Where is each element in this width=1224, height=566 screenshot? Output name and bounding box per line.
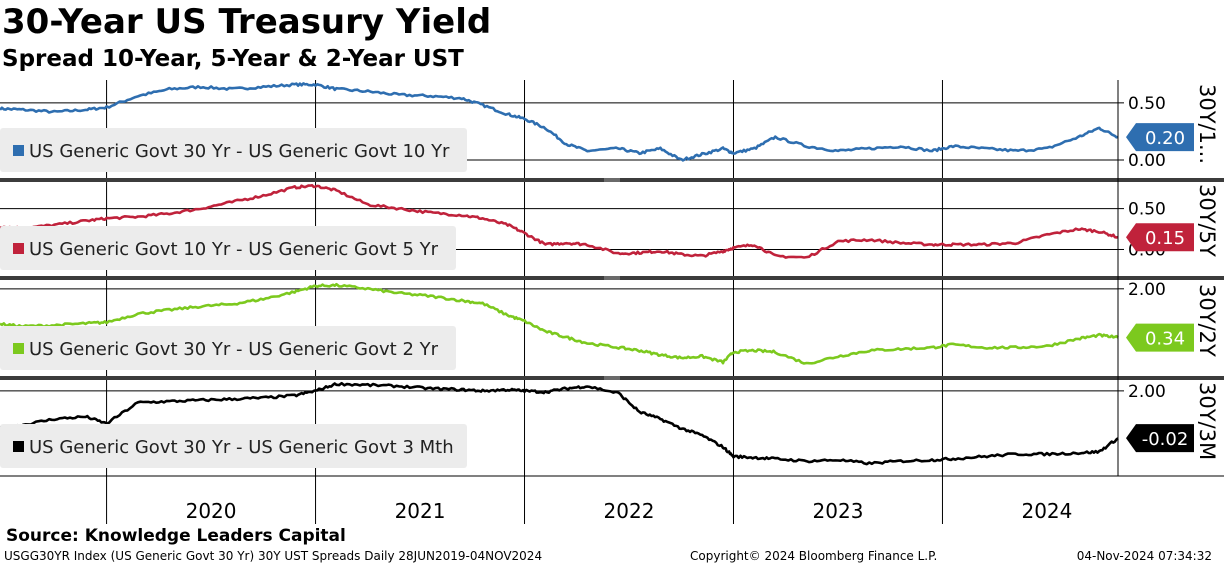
panel-separator-2 [0,376,1224,380]
last-value-label-3: -0.02 [1142,429,1189,450]
copyright: Copyright© 2024 Bloomberg Finance L.P. [690,549,938,563]
series-line-0 [0,82,1119,162]
series-line-2 [0,282,1119,365]
panel-separator-0 [0,178,1224,182]
axis-title-3: 30Y/3M [1195,382,1219,460]
legend-box-1 [0,226,456,270]
legend-swatch-3 [13,441,24,452]
axis-title-2: 30Y/2Y [1195,284,1219,357]
axis-title-0: 30Y/1... [1195,84,1219,164]
y-tick-label-0-0: 0.50 [1128,94,1166,114]
last-value-label-2: 0.34 [1145,329,1185,350]
last-value-tag-3 [1126,424,1194,453]
source-note: Source: Knowledge Leaders Capital [6,526,346,546]
x-tick-label-1: 2020 [186,499,237,523]
chart-title: 30-Year US Treasury Yield [2,2,492,42]
legend-label-2: US Generic Govt 30 Yr - US Generic Govt … [29,339,439,360]
last-value-tag-2 [1126,323,1194,352]
y-tick-label-2-0: 2.00 [1128,280,1166,300]
x-tick-label-5: 2024 [1021,499,1072,523]
legend-label-1: US Generic Govt 10 Yr - US Generic Govt … [29,239,439,260]
x-tick-label-4: 2023 [813,499,864,523]
legend-swatch-1 [13,243,24,254]
legend-label-0: US Generic Govt 30 Yr - US Generic Govt … [29,141,450,162]
legend-box-0 [0,128,467,172]
legend-swatch-0 [13,145,24,156]
ticker-info: USGG30YR Index (US Generic Govt 30 Yr) 3… [4,549,543,563]
legend-box-2 [0,326,456,370]
series-line-1 [0,184,1119,259]
last-value-tag-1 [1126,223,1194,252]
y-tick-label-1-0: 0.50 [1128,200,1166,220]
panel-separator-1 [0,276,1224,280]
last-value-label-1: 0.15 [1145,228,1185,249]
last-value-label-0: 0.20 [1145,128,1185,149]
x-tick-label-3: 2022 [604,499,655,523]
y-tick-label-0-1: 0.00 [1128,151,1166,171]
x-tick-label-2: 2021 [395,499,446,523]
last-value-tag-0 [1126,123,1194,152]
y-tick-label-3-0: 2.00 [1128,382,1166,402]
legend-box-3 [0,424,467,468]
chart-subtitle: Spread 10-Year, 5-Year & 2-Year UST [2,46,464,72]
series-line-3 [0,381,1119,466]
axis-title-1: 30Y/5Y [1195,184,1219,257]
legend-label-3: US Generic Govt 30 Yr - US Generic Govt … [29,437,454,458]
legend-swatch-2 [13,343,24,354]
timestamp: 04-Nov-2024 07:34:32 [1076,549,1212,563]
chart-area: 0.50 0.00 US Generic Govt 30 Yr - US Gener… [0,80,1224,524]
